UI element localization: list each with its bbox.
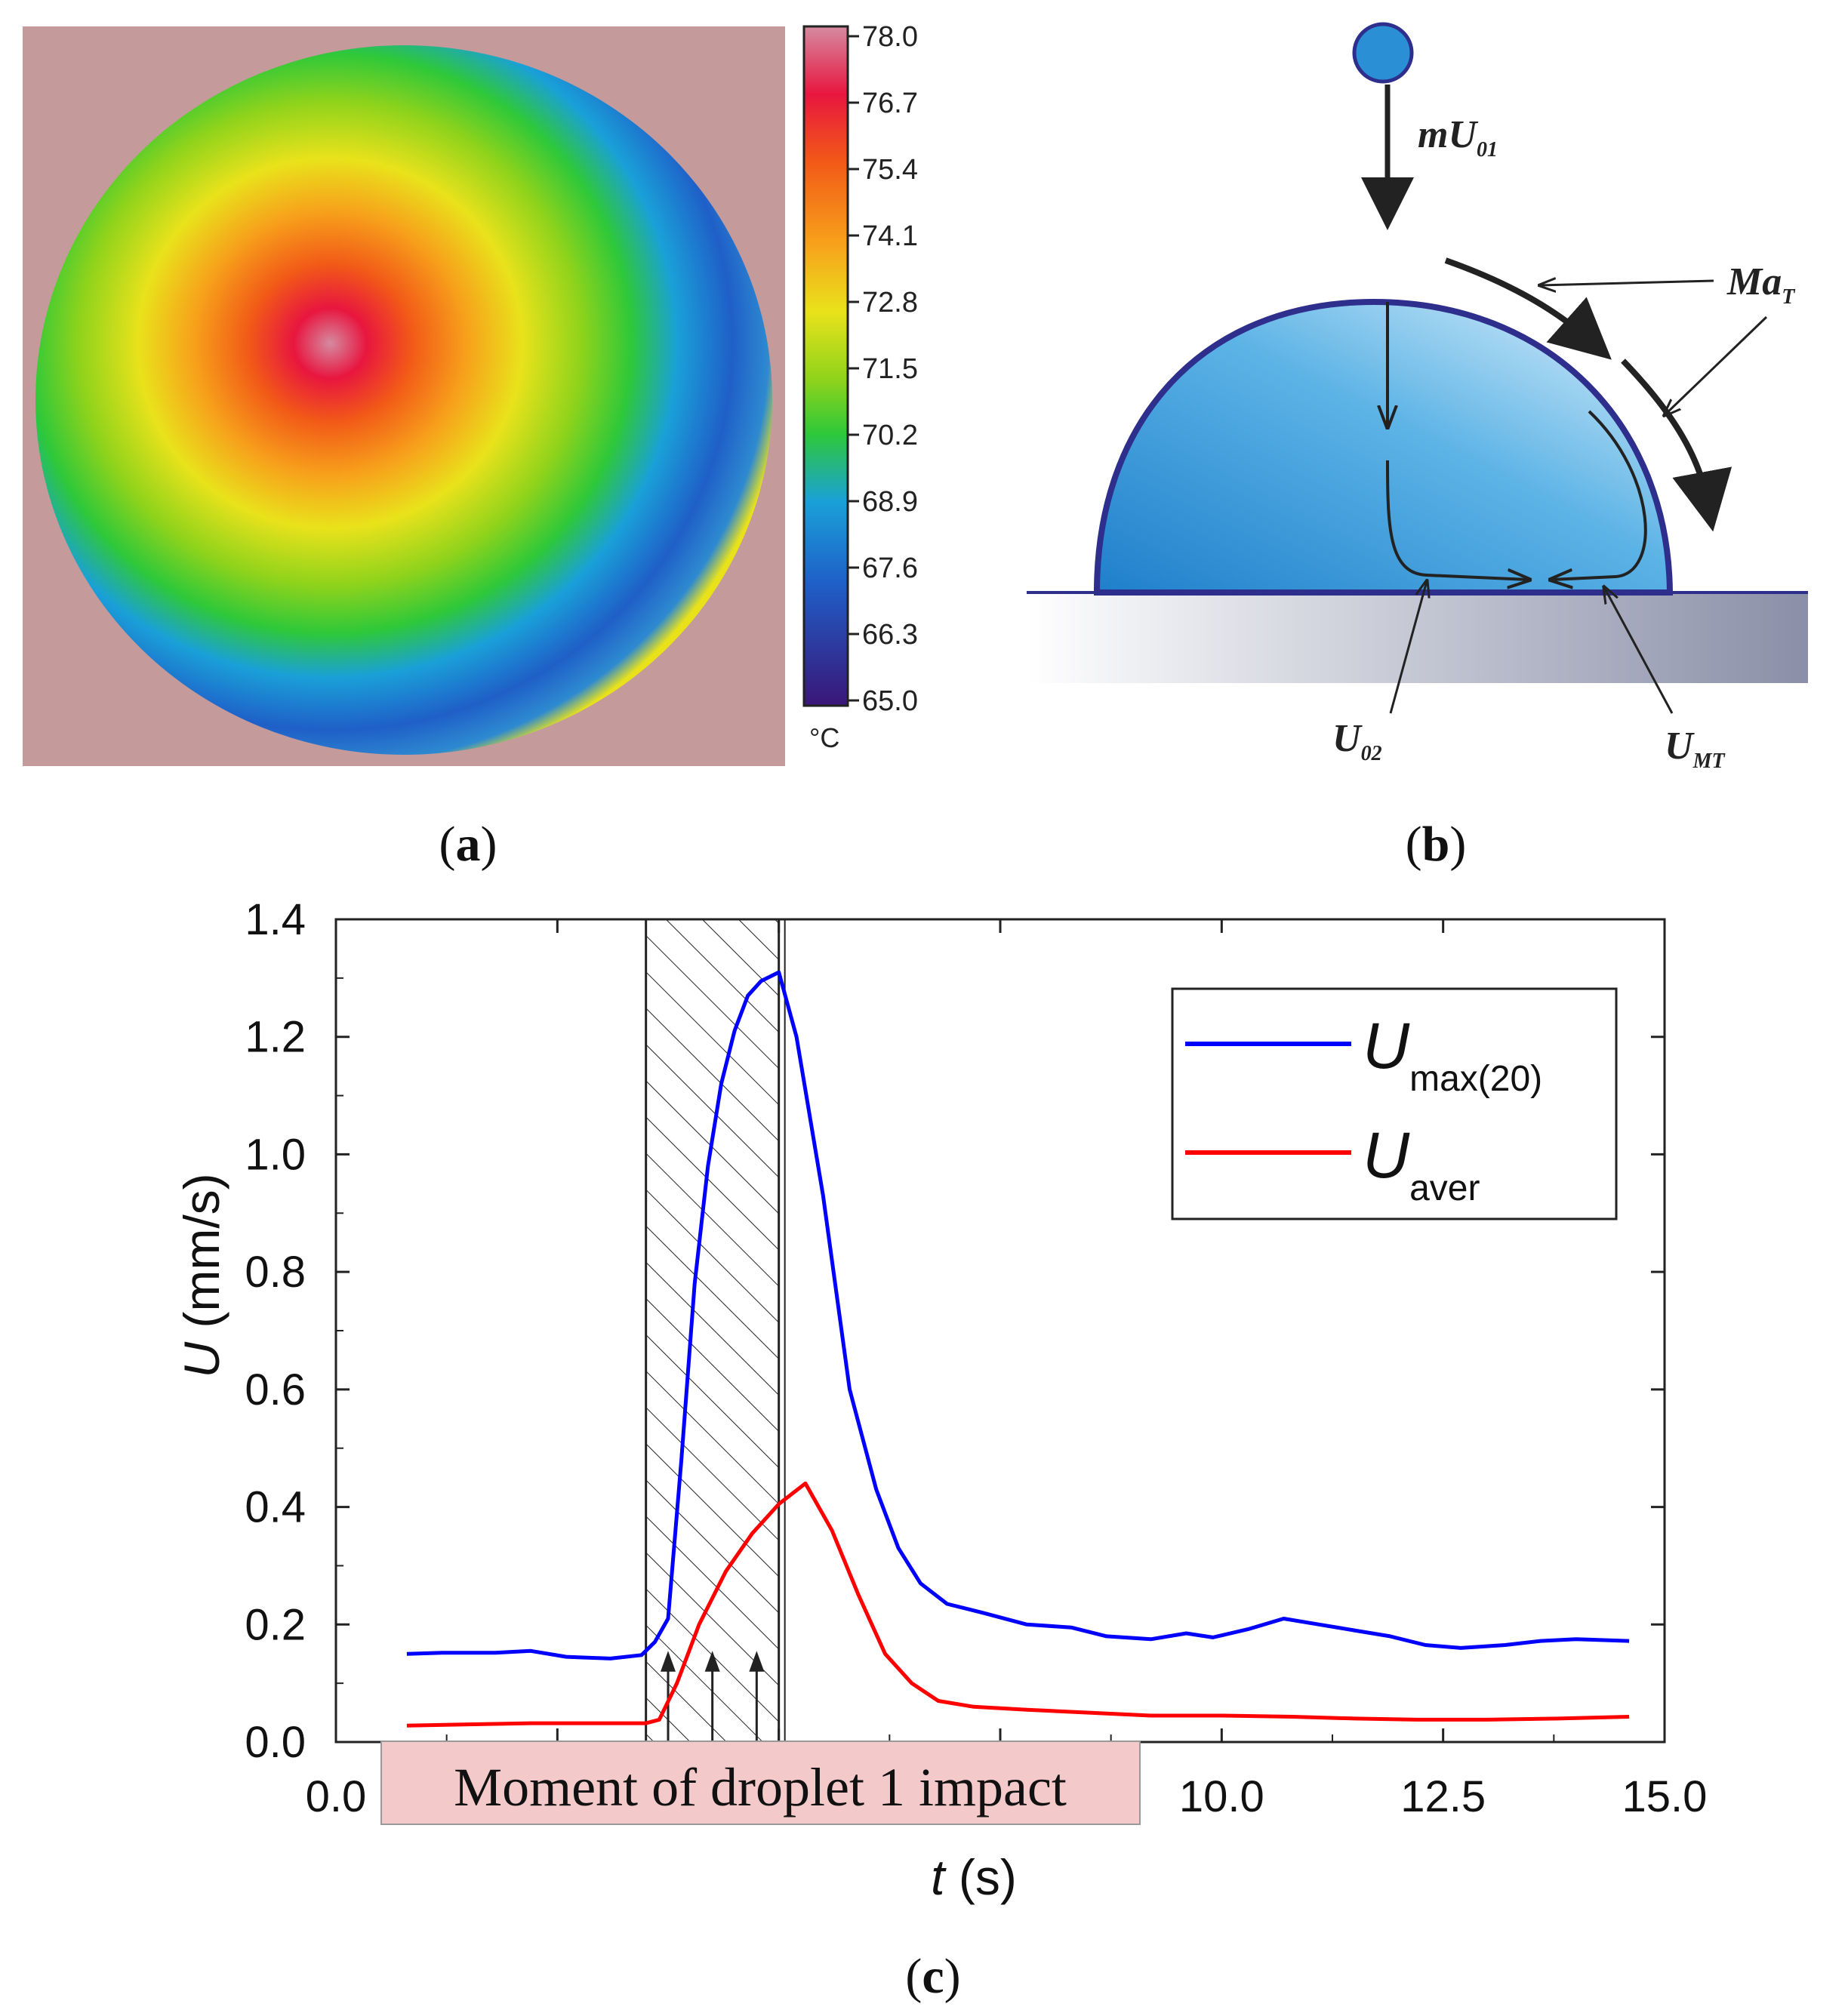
annotation-box bbox=[380, 1741, 1141, 1825]
colorbar-ticks: 78.0 76.7 75.4 74.1 72.8 71.5 70.2 68.9 67.6 66.3… bbox=[848, 21, 918, 717]
panel-c-label: (c) bbox=[905, 1949, 960, 2004]
y-tick-label: 1.0 bbox=[245, 1130, 306, 1179]
u02-pointer bbox=[1389, 581, 1427, 714]
impact-shaded-region bbox=[645, 918, 781, 1744]
legend-box bbox=[1171, 987, 1618, 1220]
sessile-drop bbox=[1093, 298, 1674, 596]
y-tick-label: 0.4 bbox=[245, 1483, 306, 1532]
u02-flow-path bbox=[1386, 460, 1529, 580]
panel-c: 0.02.55.07.510.012.515.00.00.20.40.60.81… bbox=[174, 895, 1707, 2004]
colorbar-tick-label: 68.9 bbox=[862, 486, 918, 518]
marangoni-arrow-2 bbox=[1621, 359, 1732, 532]
y-tick-label: 0.8 bbox=[245, 1248, 306, 1297]
colorbar-tick-label: 66.3 bbox=[862, 619, 918, 651]
colorbar bbox=[802, 25, 849, 707]
y-tick-label: 0.0 bbox=[245, 1718, 306, 1767]
annotation-text: Moment of droplet 1 impact bbox=[454, 1757, 1067, 1817]
legend-label-max: Umax(20) bbox=[1363, 1010, 1542, 1099]
impact-arrow-head bbox=[661, 1651, 676, 1672]
series-line-uaver bbox=[406, 1481, 1630, 1728]
marangoni-arrow-1 bbox=[1444, 257, 1612, 360]
colorbar-tick-label: 76.7 bbox=[862, 88, 918, 119]
panel-b-label: (b) bbox=[1406, 817, 1467, 872]
legend-label-aver: Uaver bbox=[1363, 1119, 1480, 1208]
umt-flow-path bbox=[1551, 410, 1647, 580]
impact-arrow-head bbox=[704, 1651, 720, 1672]
panel-a-label: (a) bbox=[439, 817, 497, 872]
y-axis-label: U (mm/s) bbox=[174, 1173, 229, 1377]
series-line-umax bbox=[406, 970, 1630, 1661]
label-UMT: UMT bbox=[1665, 725, 1726, 773]
colorbar-tick-label: 65.0 bbox=[862, 685, 918, 717]
x-tick-label: 0.0 bbox=[306, 1772, 367, 1821]
impact-arrow-head bbox=[749, 1651, 765, 1672]
panel-a: 78.0 76.7 75.4 74.1 72.8 71.5 70.2 68.9 67.6 66.3… bbox=[23, 21, 918, 872]
panel-b: mU01 MaT U02 UMT (b) bbox=[1027, 22, 1808, 872]
label-U02: U02 bbox=[1332, 717, 1382, 765]
x-tick-label: 12.5 bbox=[1400, 1772, 1486, 1821]
colorbar-tick-label: 74.1 bbox=[862, 220, 918, 252]
label-MaT: MaT bbox=[1726, 260, 1796, 309]
y-tick-label: 0.2 bbox=[245, 1600, 306, 1649]
x-tick-label: 15.0 bbox=[1622, 1772, 1708, 1821]
colorbar-tick-label: 78.0 bbox=[862, 21, 918, 53]
y-tick-label: 1.2 bbox=[245, 1013, 306, 1062]
x-tick-label: 10.0 bbox=[1179, 1772, 1264, 1821]
umt-pointer bbox=[1604, 587, 1674, 714]
substrate bbox=[1027, 592, 1808, 683]
colorbar-unit: °C bbox=[809, 722, 839, 753]
colorbar-tick-label: 70.2 bbox=[862, 420, 918, 451]
thermal-droplet-image bbox=[35, 45, 772, 755]
mat-pointer-1 bbox=[1540, 281, 1714, 285]
x-axis-label: t (s) bbox=[931, 1849, 1017, 1905]
mat-pointer-2 bbox=[1665, 315, 1768, 415]
y-tick-label: 1.4 bbox=[245, 895, 306, 944]
colorbar-tick-label: 75.4 bbox=[862, 154, 918, 186]
falling-droplet bbox=[1352, 22, 1414, 84]
colorbar-tick-label: 67.6 bbox=[862, 552, 918, 584]
y-tick-label: 0.6 bbox=[245, 1365, 306, 1414]
label-mU01: mU01 bbox=[1418, 113, 1498, 162]
colorbar-tick-label: 71.5 bbox=[862, 353, 918, 385]
colorbar-tick-label: 72.8 bbox=[862, 287, 918, 319]
